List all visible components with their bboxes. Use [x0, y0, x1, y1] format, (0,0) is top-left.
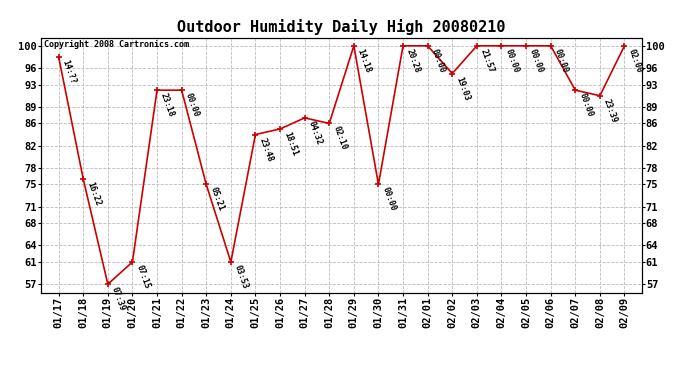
Text: 14:??: 14:??	[61, 58, 77, 85]
Text: 03:53: 03:53	[233, 264, 250, 290]
Title: Outdoor Humidity Daily High 20080210: Outdoor Humidity Daily High 20080210	[177, 19, 506, 35]
Text: 23:39: 23:39	[602, 98, 619, 124]
Text: 02:00: 02:00	[627, 48, 644, 74]
Text: 00:00: 00:00	[578, 92, 594, 118]
Text: 23:18: 23:18	[159, 92, 176, 118]
Text: 00:00: 00:00	[184, 92, 201, 118]
Text: 04:32: 04:32	[306, 120, 324, 146]
Text: 00:00: 00:00	[528, 48, 545, 74]
Text: 16:22: 16:22	[85, 180, 102, 207]
Text: Copyright 2008 Cartronics.com: Copyright 2008 Cartronics.com	[44, 40, 189, 49]
Text: 23:48: 23:48	[257, 136, 275, 163]
Text: 19:03: 19:03	[454, 75, 471, 102]
Text: 00:00: 00:00	[430, 48, 446, 74]
Text: 00:00: 00:00	[380, 186, 397, 213]
Text: 20:28: 20:28	[405, 48, 422, 74]
Text: 18:51: 18:51	[282, 130, 299, 157]
Text: 14:18: 14:18	[356, 48, 373, 74]
Text: 07:39: 07:39	[110, 286, 127, 312]
Text: 05:21: 05:21	[208, 186, 225, 213]
Text: 21:57: 21:57	[479, 48, 496, 74]
Text: 00:00: 00:00	[504, 48, 520, 74]
Text: 00:00: 00:00	[553, 48, 570, 74]
Text: 02:10: 02:10	[331, 125, 348, 152]
Text: 07:15: 07:15	[135, 264, 151, 290]
